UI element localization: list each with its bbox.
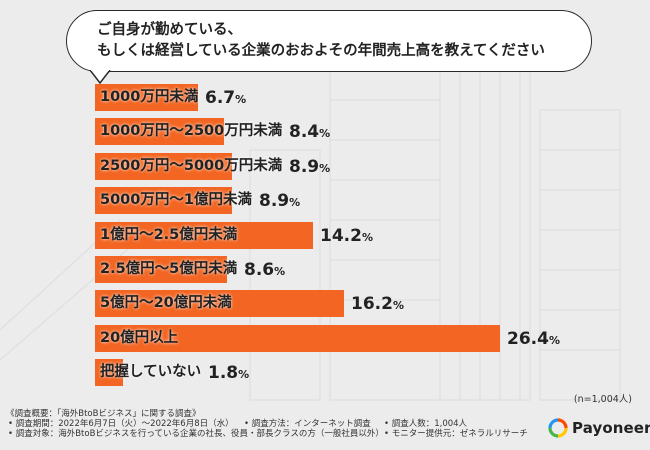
category-label: 1億円〜2.5億円未満	[100, 227, 238, 243]
question-line-2: もしくは経営している企業のおおよその年間売上高を教えてください	[97, 43, 545, 59]
category-label: 2500万円〜5000万円未満	[100, 158, 283, 174]
payoneer-brand: Payoneer	[548, 417, 650, 439]
bar	[95, 187, 232, 214]
footer-header: 《調査概要：「海外BtoBビジネス」に関する調査》	[6, 409, 201, 419]
value-label: 8.4%	[289, 122, 331, 142]
category-label: 2.5億円〜5億円未満	[100, 261, 238, 277]
category-label: 20億円以上	[100, 330, 179, 346]
value-label: 8.6%	[244, 260, 286, 280]
footer-method: • 調査方法：インターネット調査	[244, 419, 371, 429]
category-label: 1000万円未満	[100, 89, 199, 105]
payoneer-logo-icon	[548, 418, 568, 438]
bar	[95, 153, 232, 180]
category-label: 5000万円〜1億円未満	[100, 192, 252, 208]
sample-size: (n=1,004人)	[573, 394, 632, 405]
bar	[95, 118, 224, 145]
question-line-1: ご自身が勤めている、	[97, 22, 242, 38]
category-label: 1000万円〜2500万円未満	[100, 123, 283, 139]
footer-target: • 調査対象：海外BtoBビジネスを行っている企業の社長、役員・部長クラスの方（…	[8, 429, 384, 439]
bar	[95, 359, 123, 386]
footer-provider: • モニター提供元：ゼネラルリサーチ	[384, 429, 528, 439]
value-label: 8.9%	[289, 157, 331, 177]
question-bubble: ご自身が勤めている、 もしくは経営している企業のおおよその年間売上高を教えてくだ…	[66, 10, 592, 72]
bubble-tail	[90, 70, 111, 84]
bar	[95, 222, 313, 249]
bar	[95, 84, 198, 111]
brand-name: Payoneer	[572, 419, 650, 437]
value-label: 26.4%	[507, 329, 560, 349]
value-label: 8.9%	[259, 191, 301, 211]
footer-count: • 調査人数：1,004人	[384, 419, 468, 429]
category-label: 把握していない	[100, 364, 202, 380]
bar	[95, 256, 227, 283]
footer-period: • 調査期間：2022年6月7日（火）～2022年6月8日（水）	[8, 419, 234, 429]
value-label: 14.2%	[320, 226, 373, 246]
value-label: 1.8%	[208, 363, 250, 383]
value-label: 6.7%	[205, 88, 247, 108]
bar	[95, 290, 344, 317]
survey-footer: 《調査概要：「海外BtoBビジネス」に関する調査》 • 調査期間：2022年6月…	[6, 409, 546, 439]
bar	[95, 325, 500, 352]
category-label: 5億円〜20億円未満	[100, 295, 232, 311]
value-label: 16.2%	[351, 294, 404, 314]
